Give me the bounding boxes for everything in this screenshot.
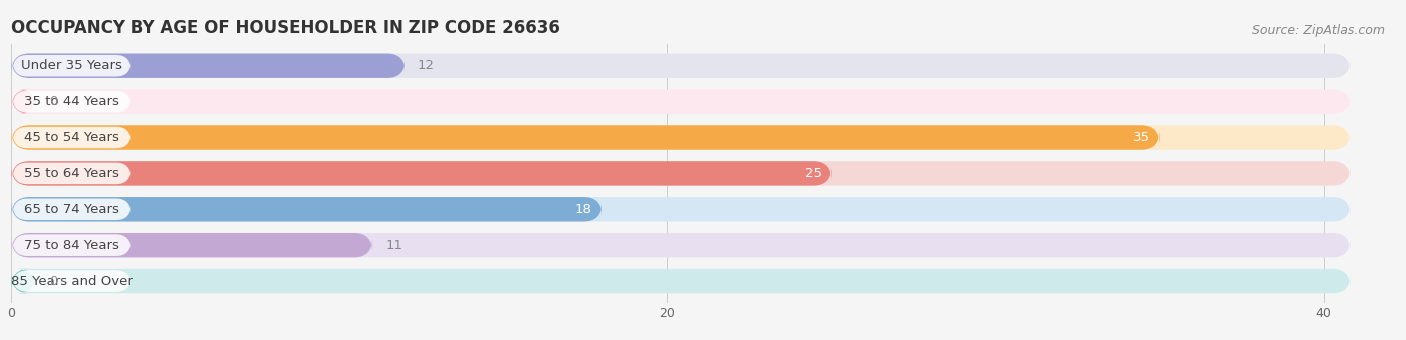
FancyBboxPatch shape (11, 89, 35, 114)
FancyBboxPatch shape (11, 125, 1351, 150)
FancyBboxPatch shape (11, 269, 35, 293)
Text: 25: 25 (804, 167, 821, 180)
FancyBboxPatch shape (11, 125, 1160, 150)
FancyBboxPatch shape (13, 55, 131, 76)
FancyBboxPatch shape (13, 163, 131, 184)
Text: 75 to 84 Years: 75 to 84 Years (24, 239, 120, 252)
FancyBboxPatch shape (11, 197, 1351, 221)
FancyBboxPatch shape (11, 89, 1351, 114)
FancyBboxPatch shape (11, 197, 602, 221)
FancyBboxPatch shape (13, 199, 131, 220)
Text: 35 to 44 Years: 35 to 44 Years (24, 95, 120, 108)
FancyBboxPatch shape (11, 161, 1351, 186)
FancyBboxPatch shape (11, 53, 405, 78)
FancyBboxPatch shape (11, 233, 373, 257)
Text: 0: 0 (49, 95, 58, 108)
Text: 12: 12 (418, 59, 434, 72)
FancyBboxPatch shape (11, 161, 831, 186)
Text: Source: ZipAtlas.com: Source: ZipAtlas.com (1251, 24, 1385, 37)
Text: 11: 11 (385, 239, 402, 252)
FancyBboxPatch shape (13, 234, 131, 256)
Text: Under 35 Years: Under 35 Years (21, 59, 122, 72)
FancyBboxPatch shape (13, 270, 131, 292)
Text: 65 to 74 Years: 65 to 74 Years (24, 203, 120, 216)
Text: 18: 18 (575, 203, 592, 216)
Text: OCCUPANCY BY AGE OF HOUSEHOLDER IN ZIP CODE 26636: OCCUPANCY BY AGE OF HOUSEHOLDER IN ZIP C… (11, 19, 560, 37)
Text: 55 to 64 Years: 55 to 64 Years (24, 167, 120, 180)
FancyBboxPatch shape (13, 127, 131, 148)
FancyBboxPatch shape (13, 91, 131, 113)
Text: 85 Years and Over: 85 Years and Over (11, 275, 132, 288)
FancyBboxPatch shape (11, 233, 1351, 257)
Text: 0: 0 (49, 275, 58, 288)
FancyBboxPatch shape (11, 269, 1351, 293)
Text: 35: 35 (1133, 131, 1150, 144)
FancyBboxPatch shape (11, 53, 1351, 78)
Text: 45 to 54 Years: 45 to 54 Years (24, 131, 120, 144)
